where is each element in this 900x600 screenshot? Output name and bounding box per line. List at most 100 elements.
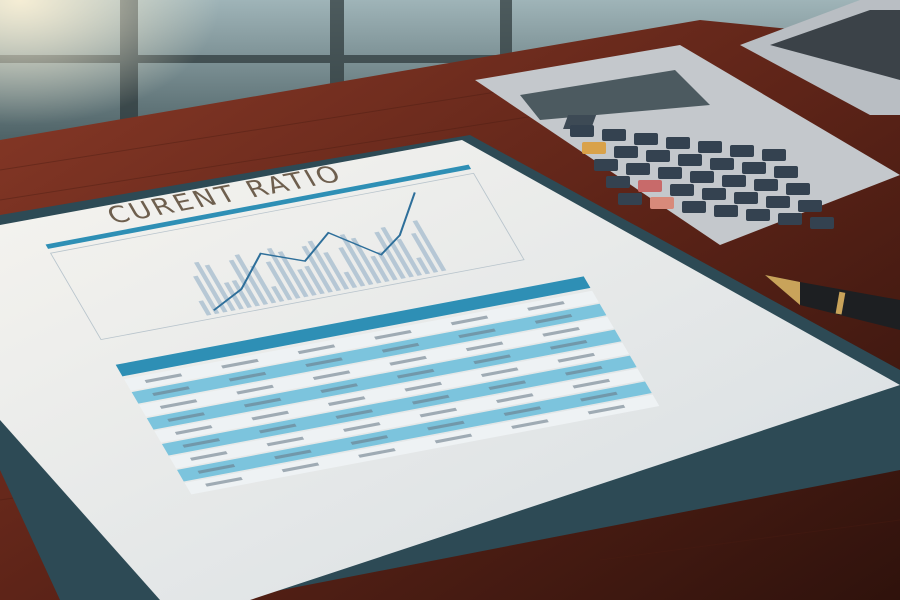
table-cell	[297, 344, 336, 355]
calculator-key	[810, 217, 834, 229]
table-cell	[327, 396, 366, 406]
table-cell	[197, 464, 236, 474]
table-row	[161, 355, 637, 456]
calculator-key	[742, 162, 766, 174]
calculator-key	[722, 175, 746, 187]
table-cell	[396, 368, 435, 379]
table-cell	[381, 342, 420, 353]
table-cell	[258, 423, 297, 434]
table-cell	[205, 476, 243, 487]
table-cell	[557, 352, 596, 363]
table-cell	[527, 301, 565, 311]
calculator-key	[670, 184, 694, 196]
chart-bar	[271, 285, 285, 302]
laptop-keyboard	[770, 10, 900, 80]
table-cell	[503, 406, 542, 416]
table-cell	[312, 370, 351, 381]
chart-bar	[343, 271, 358, 289]
chart-bar	[410, 232, 439, 273]
table-cell	[266, 436, 305, 447]
chart-bar	[234, 254, 269, 305]
calculator-key	[594, 159, 618, 171]
calculator	[475, 45, 900, 245]
table-cell	[404, 381, 443, 392]
data-table	[124, 290, 660, 495]
table-cell	[236, 384, 274, 395]
calculator-key	[682, 201, 706, 213]
calculator-key	[638, 180, 662, 192]
calculator-key	[658, 167, 682, 179]
table-cell	[320, 383, 358, 393]
table-cell	[221, 358, 259, 369]
table-cell	[243, 397, 282, 408]
chart-bar	[370, 255, 390, 282]
table-cell	[564, 365, 603, 376]
chart-bar	[277, 251, 309, 298]
calculator-key	[702, 188, 726, 200]
table-cell	[159, 399, 198, 409]
calculator-key	[626, 163, 650, 175]
chart-bar	[231, 280, 252, 308]
calculator-key	[762, 149, 786, 161]
table-cell	[587, 404, 626, 415]
chart-bar	[193, 275, 220, 315]
calculator-key	[650, 197, 674, 209]
table-row	[154, 342, 630, 443]
table-cell	[251, 410, 290, 421]
table-row	[169, 368, 645, 469]
chart-bar	[194, 261, 228, 313]
chart-line	[213, 192, 416, 311]
table-cell	[342, 422, 381, 432]
table-header	[115, 276, 591, 377]
chart-bar	[380, 226, 414, 278]
calculator-display	[520, 70, 710, 120]
calculator-key	[690, 171, 714, 183]
table-cell	[542, 326, 580, 337]
calculator-key	[634, 133, 658, 145]
table-cell	[228, 371, 267, 382]
calculator-key	[766, 196, 790, 208]
table-cell	[281, 462, 320, 473]
calculator-key	[778, 213, 802, 225]
table-cell	[458, 328, 496, 339]
table-row	[124, 290, 599, 391]
calculator-key	[646, 150, 670, 162]
chart-bar	[323, 252, 350, 290]
table-cell	[427, 420, 465, 431]
table-row	[131, 303, 607, 404]
chart-bar	[374, 231, 406, 279]
calculator-key	[570, 125, 594, 137]
title-underline	[45, 164, 472, 249]
table-cell	[419, 407, 458, 418]
calculator-key	[730, 145, 754, 157]
chart-bar	[297, 268, 317, 296]
table-cell	[434, 433, 473, 444]
table-cell	[465, 341, 504, 352]
table-cell	[389, 355, 427, 366]
table-cell	[167, 412, 205, 422]
table-cell	[411, 394, 450, 405]
table-cell	[511, 419, 549, 429]
table-cell	[305, 357, 343, 368]
table-cell	[495, 393, 534, 403]
table-cell	[182, 438, 221, 448]
table-cell	[480, 367, 519, 378]
chart-bar	[396, 238, 423, 276]
chart-bars	[193, 220, 447, 316]
table-cell	[189, 451, 228, 461]
chart-bar	[304, 265, 325, 295]
calculator-key	[710, 158, 734, 170]
calculator-key	[678, 154, 702, 166]
chart-bar	[350, 237, 382, 284]
table-cell	[572, 378, 611, 389]
table-cell	[488, 380, 527, 390]
document-content: CURENT RATIO	[45, 161, 660, 495]
chart-bar	[266, 247, 301, 299]
chart-bar	[376, 251, 398, 281]
table-cell	[358, 448, 396, 458]
chart-bar	[412, 220, 447, 272]
table-row	[184, 394, 660, 495]
table-cell	[549, 339, 588, 350]
chart-bar	[198, 300, 212, 316]
